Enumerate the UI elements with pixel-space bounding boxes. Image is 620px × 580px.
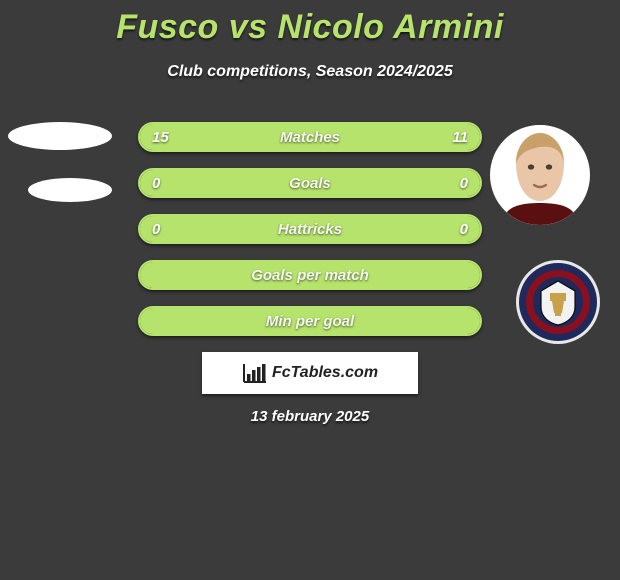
stat-value-left: 0 xyxy=(152,216,160,242)
stat-value-left: 15 xyxy=(152,124,169,150)
stat-label: Min per goal xyxy=(140,308,480,334)
subtitle: Club competitions, Season 2024/2025 xyxy=(0,63,620,81)
player-right-club-logo xyxy=(516,260,600,344)
stat-label: Goals xyxy=(140,170,480,196)
stat-label: Hattricks xyxy=(140,216,480,242)
stats-panel: Matches1511Goals00Hattricks00Goals per m… xyxy=(138,122,482,352)
stat-row: Matches15 11 xyxy=(138,122,482,152)
watermark-text: FcTables.com xyxy=(272,364,378,382)
stat-value-right: 0 xyxy=(460,216,468,242)
player-left-club-logo xyxy=(28,178,112,202)
player-right-avatar xyxy=(490,125,590,225)
stat-row: Hattricks0 0 xyxy=(138,214,482,244)
stat-row: Min per goal xyxy=(138,306,482,336)
comparison-infographic: Fusco vs Nicolo Armini Club competitions… xyxy=(0,0,620,580)
stat-value-right: 11 xyxy=(452,124,468,150)
stat-value-left: 0 xyxy=(152,170,160,196)
stat-row: Goals0 0 xyxy=(138,168,482,198)
stat-value-right: 0 xyxy=(460,170,468,196)
club-crest-icon xyxy=(519,263,597,341)
stat-label: Matches xyxy=(140,124,480,150)
stat-label: Goals per match xyxy=(140,262,480,288)
stat-row: Goals per match xyxy=(138,260,482,290)
date-text: 13 february 2025 xyxy=(0,408,620,425)
player-left-avatar xyxy=(8,122,112,150)
page-title: Fusco vs Nicolo Armini xyxy=(0,0,620,47)
player-face-icon xyxy=(494,125,586,225)
watermark: FcTables.com xyxy=(202,352,418,394)
bar-chart-icon xyxy=(242,362,268,384)
